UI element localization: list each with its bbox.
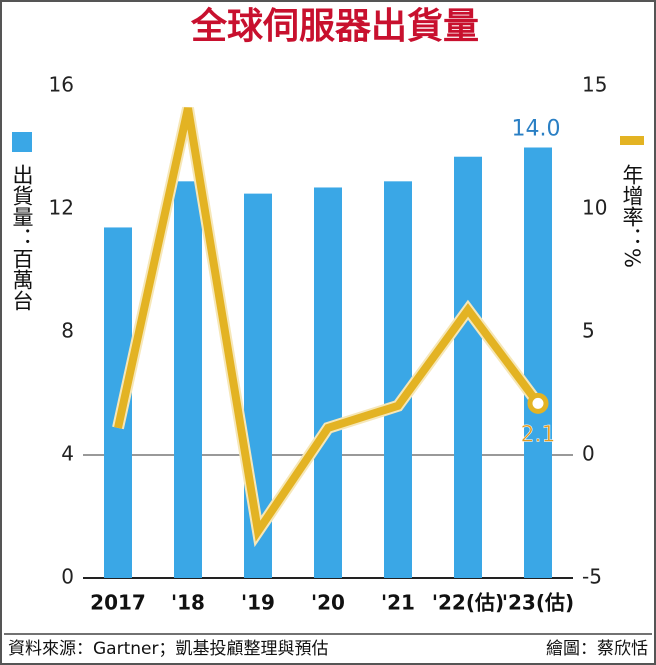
bar — [454, 156, 482, 578]
x-tick-label: '21 — [381, 591, 415, 615]
bar-value-label: 14.0 — [512, 117, 561, 142]
bar — [174, 181, 202, 578]
y-tick-label: 0 — [61, 565, 74, 589]
y-tick-label: 12 — [49, 196, 74, 220]
y2-tick-label: 15 — [582, 73, 607, 97]
source: 資料來源：Gartner；凱基投顧整理與預估 — [8, 639, 328, 659]
x-tick-label: '22(估) — [432, 591, 504, 615]
bar — [524, 147, 552, 578]
line — [114, 107, 542, 542]
legend-label: 年增率：% — [620, 164, 644, 268]
bar — [384, 181, 412, 578]
legend-swatch — [12, 132, 32, 152]
y-tick-label: 16 — [49, 73, 74, 97]
legend-label: 出貨量：百萬台 — [10, 164, 34, 311]
x-tick-label: '23(估) — [502, 591, 574, 615]
x-tick-label: '18 — [171, 591, 205, 615]
y2-tick-label: 10 — [582, 196, 607, 220]
legend-swatch — [620, 136, 644, 145]
x-tick-label: '20 — [311, 591, 345, 615]
y2-tick-label: 5 — [582, 319, 595, 343]
y-tick-label: 8 — [61, 319, 74, 343]
end-marker — [527, 392, 549, 414]
y2-tick-label: -5 — [582, 565, 602, 589]
credit: 繪圖：蔡欣恬 — [546, 639, 648, 659]
y-tick-label: 4 — [61, 442, 74, 466]
y2-tick-label: 0 — [582, 442, 595, 466]
x-tick-label: '19 — [241, 591, 275, 615]
chart-title: 全球伺服器出貨量 — [190, 5, 479, 47]
bar — [314, 187, 342, 578]
line-value-label: 2.1 — [521, 422, 556, 447]
x-tick-label: 2017 — [90, 591, 146, 615]
